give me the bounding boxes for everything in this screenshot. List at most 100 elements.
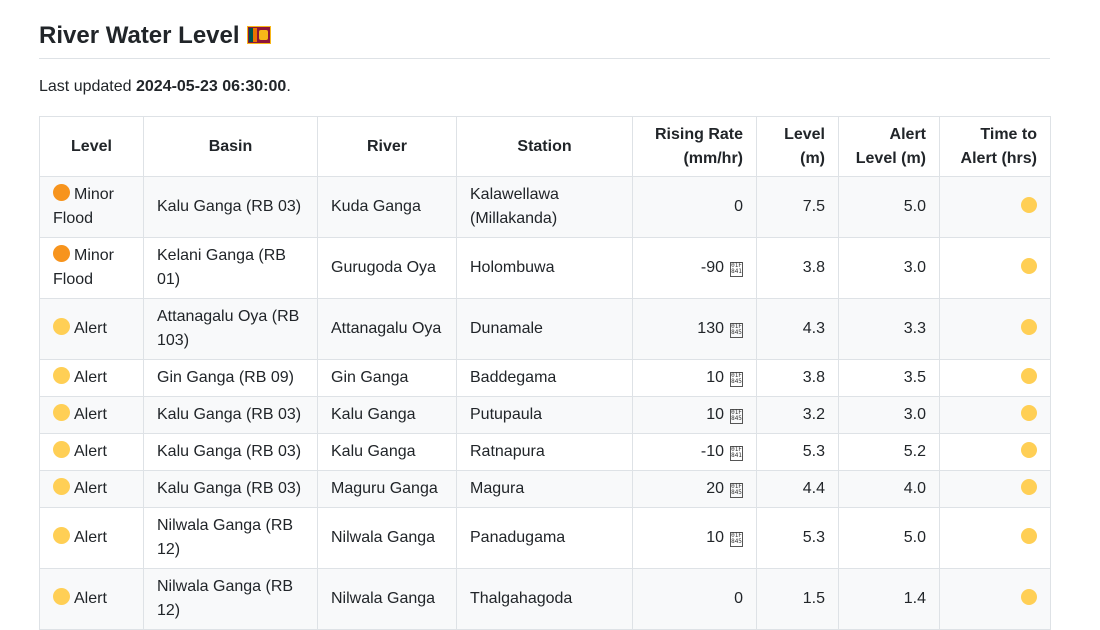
table-row[interactable]: Alert Attanagalu Oya (RB 103) Attanagalu O… xyxy=(39,298,1051,360)
level-label: Alert xyxy=(74,529,107,546)
header-station[interactable]: Station xyxy=(456,116,633,177)
last-updated-time: 2024-05-23 06:30:00 xyxy=(135,78,287,95)
rising-rate-value: 130 xyxy=(697,320,724,337)
station-cell: Magura xyxy=(456,470,633,508)
station-cell: Dunamale xyxy=(456,298,633,360)
time-to-alert-cell xyxy=(939,568,1051,630)
station-cell: Panadugama xyxy=(456,507,633,569)
alert-level-cell: 5.0 xyxy=(838,507,940,569)
table-row[interactable]: Alert Gin Ganga (RB 09) Gin Ganga Baddegama… xyxy=(39,359,1051,397)
rising-rate-cell: 20 01F 845 xyxy=(632,470,757,508)
water-level-cell: 3.2 xyxy=(756,396,839,434)
level-label: Alert xyxy=(74,320,107,337)
water-level-cell: 5.3 xyxy=(756,433,839,471)
time-to-alert-cell xyxy=(939,396,1051,434)
time-to-alert-dot-icon xyxy=(1021,197,1037,213)
header-rising-rate[interactable]: Rising Rate (mm/hr) xyxy=(632,116,757,177)
header-river[interactable]: River xyxy=(317,116,457,177)
status-dot-icon xyxy=(53,245,70,262)
status-dot-icon xyxy=(53,478,70,495)
rising-rate-cell: 10 01F 845 xyxy=(632,359,757,397)
station-cell: Ratnapura xyxy=(456,433,633,471)
level-cell: Alert xyxy=(39,470,144,508)
water-level-cell: 4.4 xyxy=(756,470,839,508)
basin-cell: Kalu Ganga (RB 03) xyxy=(143,176,318,238)
status-dot-icon xyxy=(53,527,70,544)
trend-up-icon: 01F 845 xyxy=(730,372,743,387)
rising-rate-value: 10 xyxy=(706,369,724,386)
time-to-alert-cell xyxy=(939,359,1051,397)
header-alert-level[interactable]: Alert Level (m) xyxy=(838,116,940,177)
river-cell: Nilwala Ganga xyxy=(317,507,457,569)
time-to-alert-dot-icon xyxy=(1021,528,1037,544)
header-time-to-alert[interactable]: Time to Alert (hrs) xyxy=(939,116,1051,177)
level-cell: Alert xyxy=(39,298,144,360)
level-label: Alert xyxy=(74,480,107,497)
basin-cell: Kalu Ganga (RB 03) xyxy=(143,433,318,471)
table-row[interactable]: Minor Flood Kalu Ganga (RB 03) Kuda Ganga K… xyxy=(39,176,1051,238)
rising-rate-cell: -10 01F 841 xyxy=(632,433,757,471)
level-cell: Minor Flood xyxy=(39,237,144,299)
trend-down-icon: 01F 841 xyxy=(730,446,743,461)
river-cell: Gurugoda Oya xyxy=(317,237,457,299)
last-updated: Last updated 2024-05-23 06:30:00. xyxy=(39,77,1050,97)
table-row[interactable]: Alert Kalu Ganga (RB 03) Kalu Ganga Ratnapu… xyxy=(39,433,1051,471)
river-cell: Kuda Ganga xyxy=(317,176,457,238)
station-cell: Baddegama xyxy=(456,359,633,397)
alert-level-cell: 4.0 xyxy=(838,470,940,508)
rising-rate-cell: 10 01F 845 xyxy=(632,396,757,434)
water-level-cell: 3.8 xyxy=(756,237,839,299)
river-cell: Kalu Ganga xyxy=(317,396,457,434)
header-basin[interactable]: Basin xyxy=(143,116,318,177)
time-to-alert-dot-icon xyxy=(1021,479,1037,495)
table-row[interactable]: Minor Flood Kelani Ganga (RB 01) Gurugoda … xyxy=(39,237,1051,299)
level-cell: Minor Flood xyxy=(39,176,144,238)
time-to-alert-dot-icon xyxy=(1021,405,1037,421)
status-dot-icon xyxy=(53,404,70,421)
river-cell: Attanagalu Oya xyxy=(317,298,457,360)
time-to-alert-cell xyxy=(939,507,1051,569)
table-row[interactable]: Alert Nilwala Ganga (RB 12) Nilwala Ganga T… xyxy=(39,568,1051,630)
trend-up-icon: 01F 845 xyxy=(730,409,743,424)
river-cell: Nilwala Ganga xyxy=(317,568,457,630)
water-level-table: Level Basin River Station Rising Rate (m… xyxy=(39,116,1051,630)
page-heading: River Water Level xyxy=(39,0,1050,59)
rising-rate-cell: 10 01F 845 xyxy=(632,507,757,569)
time-to-alert-dot-icon xyxy=(1021,589,1037,605)
level-cell: Alert xyxy=(39,433,144,471)
table-row[interactable]: Alert Kalu Ganga (RB 03) Maguru Ganga Magur… xyxy=(39,470,1051,508)
trend-down-icon: 01F 841 xyxy=(730,262,743,277)
level-label: Minor Flood xyxy=(53,247,115,288)
river-cell: Gin Ganga xyxy=(317,359,457,397)
table-row[interactable]: Alert Nilwala Ganga (RB 12) Nilwala Ganga P… xyxy=(39,507,1051,569)
level-cell: Alert xyxy=(39,359,144,397)
rising-rate-value: -10 xyxy=(700,443,724,460)
basin-cell: Nilwala Ganga (RB 12) xyxy=(143,568,318,630)
water-level-cell: 3.8 xyxy=(756,359,839,397)
alert-level-cell: 3.0 xyxy=(838,396,940,434)
status-dot-icon xyxy=(53,588,70,605)
water-level-cell: 5.3 xyxy=(756,507,839,569)
header-water-level[interactable]: Level (m) xyxy=(756,116,839,177)
status-dot-icon xyxy=(53,367,70,384)
station-cell: Thalgahagoda xyxy=(456,568,633,630)
basin-cell: Kelani Ganga (RB 01) xyxy=(143,237,318,299)
last-updated-suffix: . xyxy=(286,78,291,95)
trend-up-icon: 01F 845 xyxy=(730,323,743,338)
time-to-alert-cell xyxy=(939,176,1051,238)
water-level-cell: 4.3 xyxy=(756,298,839,360)
sri-lanka-flag-icon xyxy=(246,26,271,44)
basin-cell: Gin Ganga (RB 09) xyxy=(143,359,318,397)
alert-level-cell: 3.3 xyxy=(838,298,940,360)
table-header-row: Level Basin River Station Rising Rate (m… xyxy=(39,116,1051,177)
level-cell: Alert xyxy=(39,507,144,569)
rising-rate-cell: -90 01F 841 xyxy=(632,237,757,299)
table-row[interactable]: Alert Kalu Ganga (RB 03) Kalu Ganga Putupau… xyxy=(39,396,1051,434)
level-label: Minor Flood xyxy=(53,186,115,227)
time-to-alert-dot-icon xyxy=(1021,258,1037,274)
rising-rate-cell: 130 01F 845 xyxy=(632,298,757,360)
header-level[interactable]: Level xyxy=(39,116,144,177)
status-dot-icon xyxy=(53,441,70,458)
level-label: Alert xyxy=(74,443,107,460)
status-dot-icon xyxy=(53,184,70,201)
